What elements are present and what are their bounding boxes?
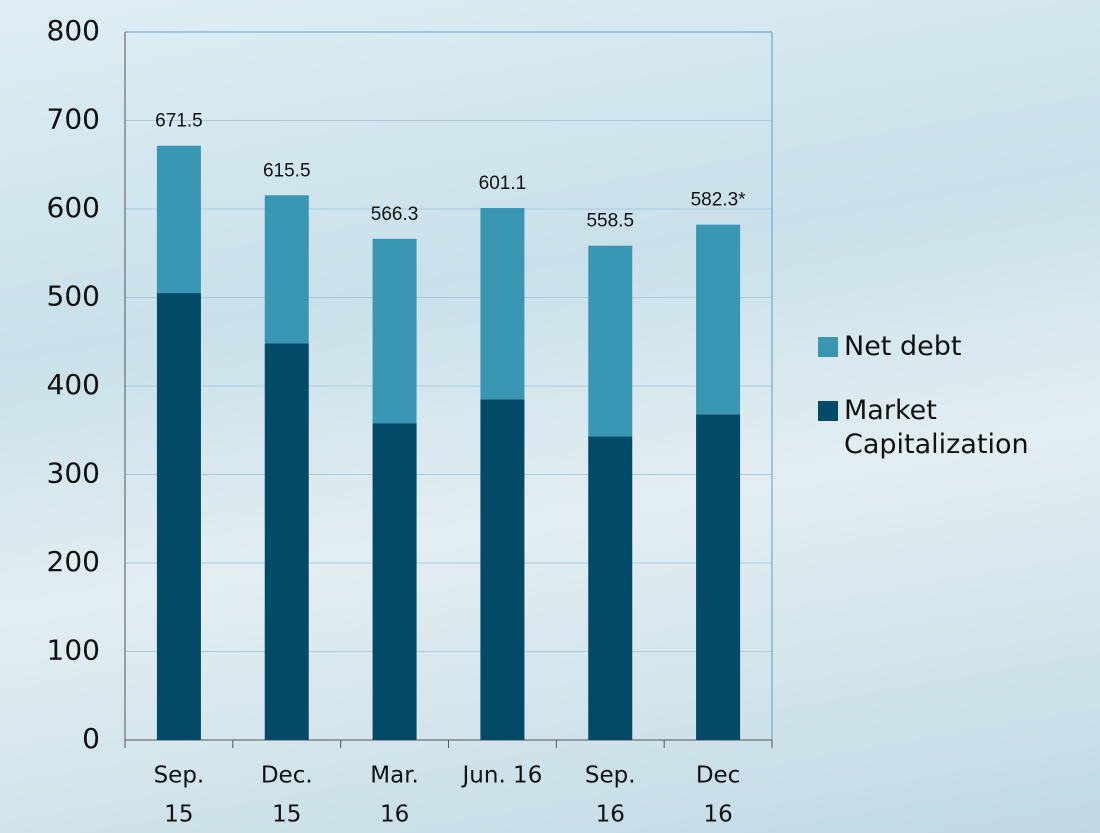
bar-segment <box>696 414 741 740</box>
bar-segment <box>480 399 525 740</box>
bar-segment <box>372 423 417 740</box>
bar-segment <box>588 245 633 437</box>
x-tick-label: 16 <box>596 802 625 828</box>
y-tick-label: 400 <box>47 368 100 401</box>
legend-item: Market Capitalization <box>818 394 1100 462</box>
y-tick-label: 200 <box>47 545 100 578</box>
y-tick-label: 100 <box>47 634 100 667</box>
bar-segment <box>156 293 201 740</box>
legend-swatch <box>818 401 838 421</box>
x-tick-label: 16 <box>380 802 409 828</box>
x-tick-label: 16 <box>703 802 732 828</box>
legend-label: Net debt <box>844 331 962 362</box>
x-tick-label: 15 <box>164 802 193 828</box>
total-label: 558.5 <box>586 211 634 232</box>
y-tick-label: 0 <box>82 722 100 755</box>
x-tick-label: Jun. 16 <box>461 763 543 789</box>
bar-segment <box>156 145 201 294</box>
bar-segment <box>696 224 741 415</box>
legend-label: Market Capitalization <box>844 395 1029 460</box>
x-tick-label: Sep. <box>154 763 205 789</box>
y-tick-label: 700 <box>47 103 100 136</box>
bar-segment <box>588 436 633 740</box>
legend-item: Net debt <box>818 330 1100 364</box>
legend-swatch <box>818 337 838 357</box>
bar-segment <box>264 195 309 344</box>
x-tick-label: Sep. <box>585 763 636 789</box>
bar-segment <box>264 343 309 740</box>
x-tick-label: Dec <box>696 763 741 789</box>
total-label: 601.1 <box>479 173 527 194</box>
y-tick-label: 300 <box>47 457 100 490</box>
bar-segment <box>480 208 525 400</box>
x-tick-label: Dec. <box>261 763 313 789</box>
total-label: 671.5 <box>155 111 203 132</box>
y-tick-label: 600 <box>47 191 100 224</box>
bar-segment <box>372 238 417 424</box>
x-tick-label: 15 <box>272 802 301 828</box>
total-label: 566.3 <box>371 204 419 225</box>
y-tick-label: 500 <box>47 280 100 313</box>
legend: Net debt Market Capitalization <box>818 330 1100 492</box>
y-tick-label: 800 <box>47 14 100 47</box>
total-label: 615.5 <box>263 160 311 181</box>
total-label: 582.3* <box>691 190 747 211</box>
x-tick-label: Mar. <box>370 763 419 789</box>
